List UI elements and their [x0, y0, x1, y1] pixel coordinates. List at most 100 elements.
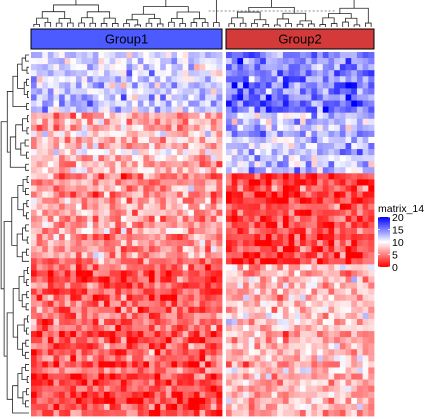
heatmap-cell: [205, 349, 212, 356]
heatmap-cell: [237, 361, 244, 368]
heatmap-cell: [317, 130, 324, 138]
heatmap-cell: [115, 318, 122, 326]
heatmap-cell: [92, 100, 99, 107]
heatmap-cell: [254, 300, 261, 308]
heatmap-cell: [243, 179, 250, 186]
heatmap-cell: [36, 361, 43, 368]
heatmap-cell: [143, 318, 150, 326]
heatmap-cell: [311, 88, 318, 95]
heatmap-cell: [322, 325, 329, 332]
heatmap-cell: [109, 264, 116, 271]
heatmap-cell: [254, 100, 261, 107]
heatmap-cell: [81, 136, 88, 144]
heatmap-cell: [87, 143, 94, 150]
heatmap-cell: [154, 70, 161, 77]
heatmap-cell: [226, 391, 233, 399]
heatmap-cell: [75, 252, 82, 259]
heatmap-cell: [182, 373, 189, 380]
heatmap-cell: [171, 361, 178, 368]
heatmap-cell: [294, 234, 301, 241]
heatmap-cell: [132, 221, 139, 229]
heatmap-cell: [260, 215, 267, 223]
heatmap-cell: [98, 379, 105, 387]
heatmap-cell: [351, 276, 358, 283]
heatmap-cell: [356, 106, 364, 114]
heatmap-cell: [98, 258, 105, 265]
heatmap-cell: [59, 58, 66, 65]
heatmap-cell: [70, 288, 77, 296]
heatmap-cell: [171, 397, 178, 405]
heatmap-cell: [322, 215, 329, 223]
heatmap-cell: [126, 379, 133, 387]
heatmap-cell: [322, 82, 329, 89]
heatmap-cell: [148, 191, 155, 198]
heatmap-cell: [277, 227, 284, 235]
heatmap-cell: [271, 258, 278, 265]
heatmap-cell: [199, 64, 206, 71]
heatmap-cell: [205, 76, 212, 83]
heatmap-cell: [36, 76, 43, 83]
heatmap-cell: [199, 325, 206, 332]
heatmap-cell: [368, 343, 375, 350]
heatmap-cell: [120, 391, 127, 399]
heatmap-cell: [345, 325, 352, 332]
heatmap-cell: [294, 270, 301, 277]
heatmap-cell: [205, 240, 212, 247]
heatmap-cell: [165, 355, 172, 362]
heatmap-cell: [59, 130, 66, 138]
heatmap-cell: [317, 143, 324, 150]
legend-tick-label: 15: [392, 225, 404, 237]
heatmap-cell: [160, 118, 167, 126]
heatmap-cell: [154, 409, 161, 417]
heatmap-cell: [237, 112, 244, 120]
heatmap-cell: [368, 143, 375, 150]
heatmap-cell: [368, 246, 375, 253]
heatmap-cell: [248, 246, 255, 253]
heatmap-cell: [226, 100, 233, 107]
heatmap-cell: [345, 288, 352, 296]
heatmap-cell: [143, 155, 150, 162]
heatmap-cell: [216, 397, 223, 405]
heatmap-cell: [322, 64, 329, 71]
heatmap-cell: [31, 227, 38, 235]
heatmap-cell: [334, 403, 341, 411]
heatmap-cell: [226, 88, 233, 95]
heatmap-cell: [300, 58, 307, 65]
heatmap-cell: [271, 161, 278, 168]
heatmap-cell: [177, 385, 184, 393]
heatmap-cell: [351, 379, 358, 387]
heatmap-cell: [59, 155, 66, 162]
heatmap-cell: [148, 300, 155, 308]
heatmap-cell: [328, 355, 335, 362]
heatmap-cell: [226, 215, 233, 223]
heatmap-cell: [92, 270, 99, 277]
heatmap-cell: [109, 118, 116, 126]
heatmap-cell: [87, 240, 94, 247]
heatmap-cell: [193, 306, 200, 314]
heatmap-cell: [237, 276, 244, 283]
heatmap-cell: [98, 252, 105, 259]
heatmap-cell: [70, 197, 77, 205]
heatmap-cell: [143, 306, 150, 314]
heatmap-cell: [271, 185, 278, 192]
heatmap-cell: [243, 112, 250, 120]
heatmap-cell: [248, 149, 255, 156]
heatmap-cell: [300, 312, 307, 320]
heatmap-cell: [165, 124, 172, 132]
heatmap-cell: [160, 155, 167, 162]
heatmap-cell: [109, 76, 116, 83]
heatmap-cell: [231, 325, 238, 332]
heatmap-cell: [351, 385, 358, 393]
heatmap-cell: [260, 385, 267, 393]
heatmap-cell: [334, 325, 341, 332]
heatmap-cell: [311, 100, 318, 107]
heatmap-cell: [177, 331, 184, 338]
heatmap-cell: [132, 325, 139, 332]
heatmap-cell: [322, 361, 329, 368]
heatmap-cell: [282, 361, 290, 368]
heatmap-cell: [216, 367, 223, 374]
heatmap-cell: [226, 136, 233, 144]
heatmap-cell: [356, 361, 364, 368]
heatmap-cell: [143, 270, 150, 277]
heatmap-cell: [351, 64, 358, 71]
